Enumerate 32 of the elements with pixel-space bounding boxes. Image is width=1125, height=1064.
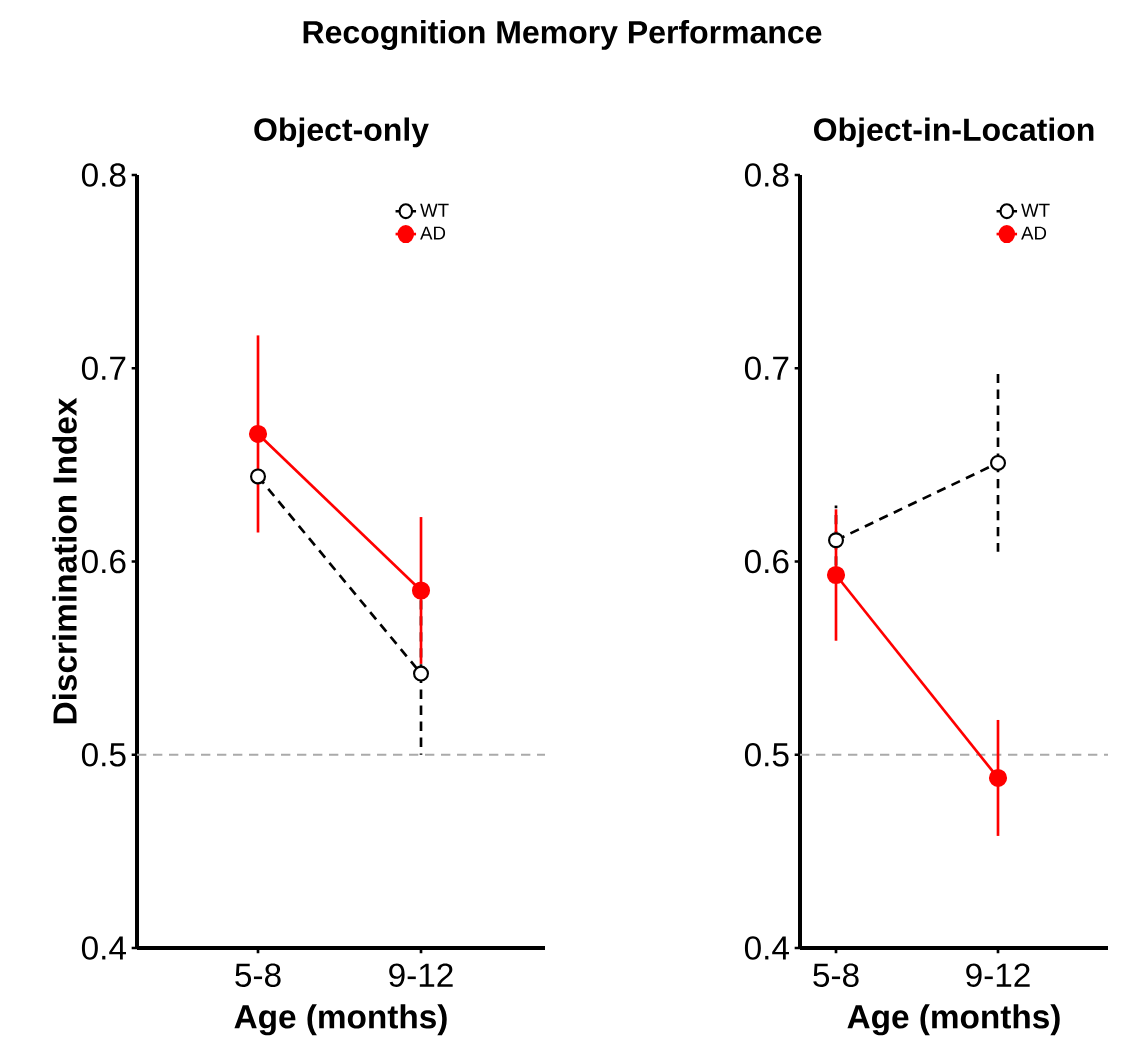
- point: [988, 768, 1008, 788]
- y-axis-title: Discrimination Index: [52, 397, 77, 724]
- point: [248, 424, 268, 444]
- x-axis-title: Age (months): [234, 1004, 447, 1036]
- x-tick-label: 5-8: [235, 963, 281, 987]
- point: [828, 532, 845, 549]
- point: [990, 454, 1007, 471]
- y-tick-label: 0.8: [744, 163, 789, 187]
- legend-label: WT: [1021, 203, 1050, 217]
- point: [413, 665, 430, 682]
- chart-title: Object-in-Location: [813, 117, 1094, 148]
- point: [250, 468, 267, 485]
- text: Recognition Memory Performance: [303, 20, 822, 50]
- legend-label: WT: [420, 203, 449, 217]
- chart-title: Object-only: [254, 117, 429, 148]
- y-tick-label: 0.4: [744, 936, 789, 960]
- x-tick-label: 5-8: [813, 963, 859, 987]
- x-axis-title: Age (months): [847, 1004, 1060, 1036]
- point: [826, 565, 846, 585]
- y-tick-label: 0.5: [81, 742, 126, 767]
- x-tick-label: 9-12: [966, 963, 1030, 987]
- y-tick-label: 0.7: [81, 356, 126, 381]
- y-tick-label: 0.5: [744, 742, 789, 767]
- legend-label: AD: [1021, 226, 1047, 240]
- point: [411, 581, 431, 600]
- legend-label: AD: [420, 226, 446, 240]
- y-tick-label: 0.6: [81, 549, 126, 574]
- x-tick-label: 9-12: [389, 963, 453, 987]
- y-tick-label: 0.8: [81, 163, 126, 187]
- y-tick-label: 0.4: [81, 936, 126, 960]
- y-tick-label: 0.7: [744, 356, 789, 381]
- y-tick-label: 0.6: [744, 549, 789, 574]
